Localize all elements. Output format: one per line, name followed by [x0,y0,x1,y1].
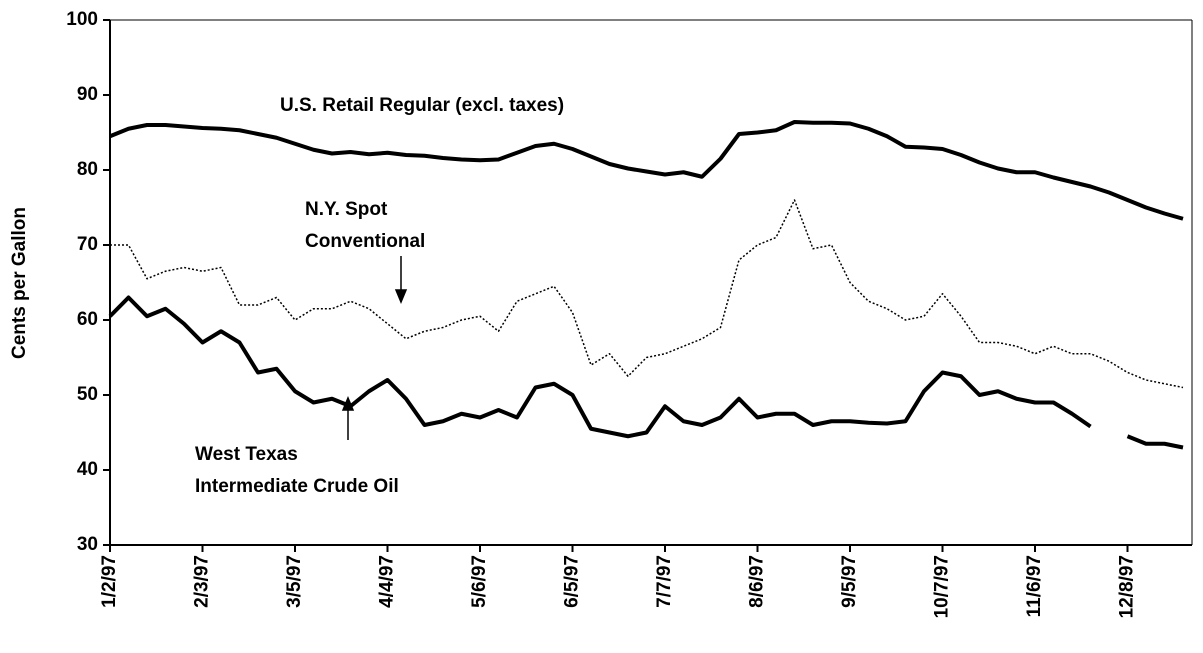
y-tick-label: 60 [77,309,98,330]
y-tick-label: 100 [66,9,98,30]
annotation: U.S. Retail Regular (excl. taxes) [280,95,564,116]
x-tick-label: 5/6/97 [469,555,490,608]
arrow [394,256,408,304]
annotation: Intermediate Crude Oil [195,476,399,497]
annotation: N.Y. Spot [305,199,388,220]
x-tick-label: 8/6/97 [747,555,768,608]
x-tick-label: 9/5/97 [839,555,860,608]
series-line [110,199,1184,389]
x-tick-label: 2/3/97 [192,555,213,608]
y-tick-label: 70 [77,234,98,255]
x-tick-label: 4/4/97 [377,555,398,608]
series-line [108,295,1184,450]
series-line [109,120,1184,221]
x-tick-label: 1/2/97 [99,555,120,608]
x-tick-label: 10/7/97 [932,555,953,618]
annotation: Conventional [305,231,425,252]
y-tick-label: 80 [77,159,98,180]
y-tick-label: 40 [77,459,98,480]
y-tick-label: 50 [77,384,98,405]
annotation: West Texas [195,444,298,465]
y-tick-label: 90 [77,84,98,105]
x-tick-label: 11/6/97 [1024,555,1045,617]
x-tick-label: 12/8/97 [1117,555,1138,618]
y-axis-label: Cents per Gallon [9,207,30,359]
x-tick-label: 3/5/97 [284,555,305,608]
x-tick-label: 7/7/97 [654,555,675,608]
y-tick-label: 30 [77,534,98,555]
x-tick-label: 6/5/97 [562,555,583,608]
